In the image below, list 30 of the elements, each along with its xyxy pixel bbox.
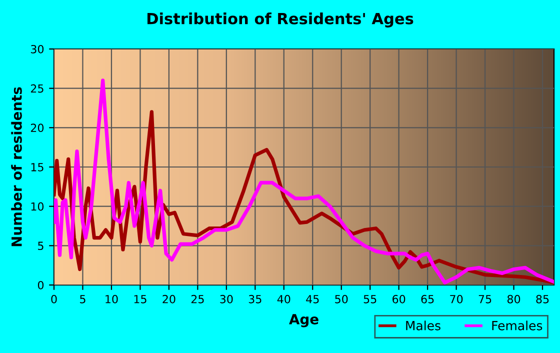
x-tick-label: 70 [450,294,463,304]
x-tick-label: 15 [134,295,146,304]
x-tick-label: 25 [191,294,204,304]
chart-title: Distribution of Residents' Ages [147,12,414,28]
x-tick-label: 0 [51,294,57,304]
y-tick-label: 20 [30,124,44,132]
y-axis-title: Number of residents [11,87,22,246]
x-tick-label: 5 [80,295,86,304]
y-tick-label: 25 [30,84,44,93]
x-tick-label: 40 [277,294,290,304]
x-tick-label: 10 [106,294,118,304]
x-tick-label: 55 [364,295,376,304]
y-tick-label: 30 [30,44,44,54]
x-tick-label: 50 [335,294,348,304]
x-tick-label: 85 [536,294,549,304]
x-tick-label: 45 [306,295,319,304]
x-tick-label: 35 [248,294,262,304]
x-tick-label: 65 [421,294,434,304]
x-tick-label: 75 [478,295,492,304]
x-axis-title: Age [289,314,318,328]
y-tick-label: 10 [31,202,44,211]
legend-label: Males [406,320,440,330]
y-tick-label: 5 [38,242,44,250]
x-tick-label: 30 [220,294,233,304]
x-tick-label: 60 [392,294,406,304]
x-tick-label: 20 [162,294,176,304]
x-tick-label: 80 [507,294,520,304]
legend-label: Females [492,320,542,330]
y-tick-label: 0 [38,280,44,290]
y-tick-label: 15 [31,163,44,172]
